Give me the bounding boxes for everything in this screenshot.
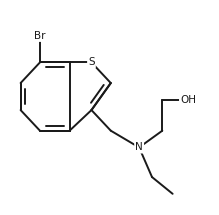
Text: S: S (88, 57, 95, 68)
Text: Br: Br (34, 31, 46, 41)
Text: OH: OH (180, 95, 196, 105)
Text: N: N (135, 142, 143, 152)
